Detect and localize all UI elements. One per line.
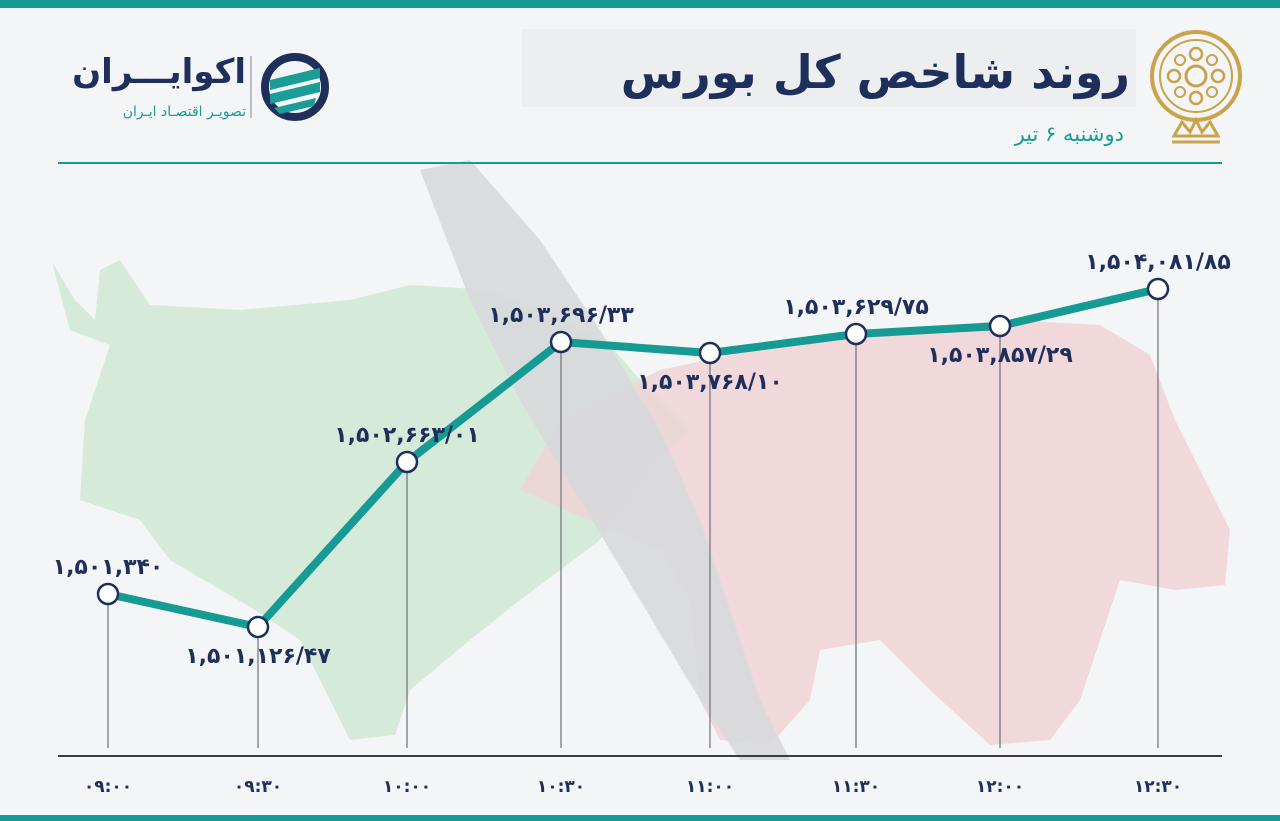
ecoiran-brand: اکوایـــران تصویـر اقتصـاد ایـران [70,50,340,130]
data-label: ۱,۵۰۳,۷۶۸/۱۰ [637,370,783,395]
x-tick-label: ۱۱:۳۰ [832,777,880,797]
data-label: ۱,۵۰۳,۶۲۹/۷۵ [783,295,929,320]
x-tick-label: ۱۱:۰۰ [686,777,734,797]
data-point [549,330,573,354]
data-point [844,322,868,346]
brand-tagline: تصویـر اقتصـاد ایـران [122,104,246,120]
data-point [988,314,1012,338]
data-point [1146,277,1170,301]
title-panel [522,29,1136,107]
x-tick-label: ۱۰:۳۰ [537,777,585,797]
data-label: ۱,۵۰۳,۶۹۶/۳۳ [488,303,634,328]
x-tick-label: ۱۲:۰۰ [976,777,1024,797]
data-point [395,450,419,474]
top-frame-bar [0,0,1280,8]
date-subtitle: دوشنبه ۶ تیر [1014,122,1124,146]
gray-arrow [420,160,790,760]
data-label: ۱,۵۰۳,۸۵۷/۲۹ [927,343,1073,368]
ecoiran-logo-icon [261,53,329,121]
data-points [96,277,1170,639]
x-tick-labels: ۰۹:۰۰ ۰۹:۳۰ ۱۰:۰۰ ۱۰:۳۰ ۱۱:۰۰ ۱۱:۳۰ ۱۲:۰۰ ۱۲:۳۰ [84,777,1182,797]
drop-lines [107,289,1159,748]
brand-name: اکوایـــران [72,52,246,92]
chart-title: روند شاخص کل بورس [620,45,1130,99]
data-label: ۱,۵۰۱,۱۲۶/۴۷ [185,644,331,669]
data-label: ۱,۵۰۲,۶۶۳/۰۱ [334,423,480,448]
data-labels: ۱,۵۰۱,۳۴۰ ۱,۵۰۱,۱۲۶/۴۷ ۱,۵۰۲,۶۶۳/۰۱ ۱,۵۰۳,۶… [53,250,1231,669]
background-illustration [52,160,1230,760]
data-label: ۱,۵۰۴,۰۸۱/۸۵ [1085,250,1231,275]
bottom-frame-bar [0,815,1280,821]
x-tick-label: ۱۲:۳۰ [1134,777,1182,797]
x-tick-label: ۰۹:۳۰ [234,777,282,797]
data-label: ۱,۵۰۱,۳۴۰ [53,555,164,580]
brand-divider [250,56,252,118]
tehran-stock-exchange-emblem-icon [1150,30,1242,144]
x-tick-label: ۰۹:۰۰ [84,777,132,797]
x-tick-label: ۱۰:۰۰ [383,777,431,797]
data-point [96,582,120,606]
header-divider [58,162,1222,164]
index-series-line [104,285,1162,631]
data-point [246,615,270,639]
data-point [698,341,722,365]
